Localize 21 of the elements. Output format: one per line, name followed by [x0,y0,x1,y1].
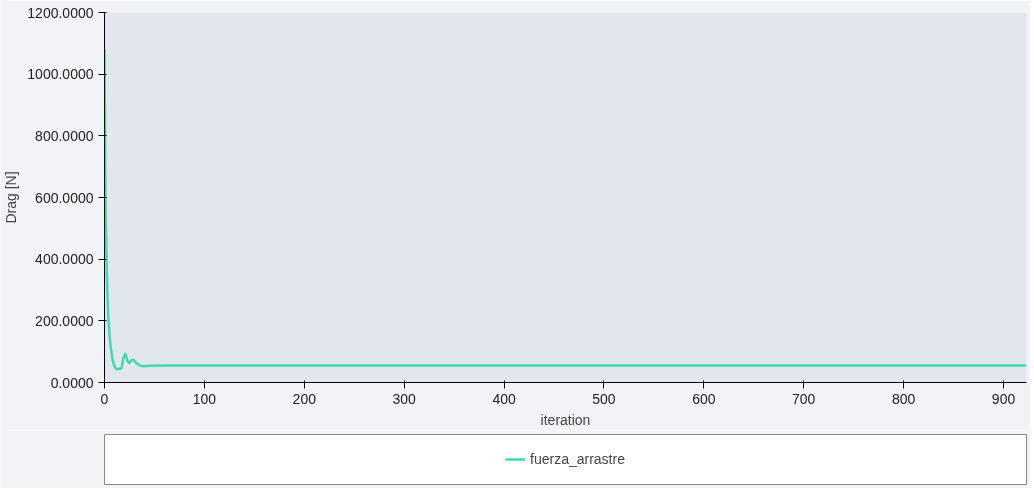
line-series [104,48,1027,371]
x-tick-label: 300 [392,390,417,407]
y-tick-label: 1200.0000 [27,4,94,21]
y-tick-label: 200.0000 [35,312,94,329]
y-tick-label: 400.0000 [35,251,94,268]
y-tick-label: 800.0000 [35,127,94,144]
x-tick-label: 900 [991,390,1016,407]
x-tick-label: 100 [192,390,217,407]
x-tick-label: 800 [891,390,916,407]
x-tick-label: 400 [492,390,516,407]
y-tick-label: 0.0000 [50,374,94,391]
x-axis-title: iteration [540,411,591,428]
y-axis-title: Drag [N] [3,171,20,224]
y-tick-label: 1000.0000 [27,66,94,83]
x-tick-label: 0 [100,390,109,407]
y-tick-label: 600.0000 [35,189,94,206]
x-tick-label: 200 [292,390,317,407]
x-tick-label: 700 [792,390,816,407]
x-tick-label: 500 [592,390,616,407]
legend-label: fuerza_arrastre [530,451,625,467]
x-tick-label: 600 [692,390,716,407]
